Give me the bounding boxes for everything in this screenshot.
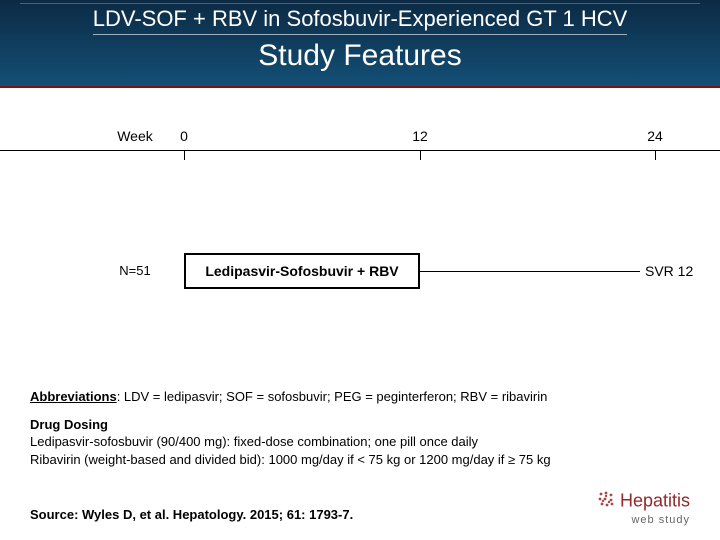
arm-followup-line <box>420 271 640 272</box>
header-divider <box>20 3 700 4</box>
logo-main: Hepatitis <box>596 489 690 514</box>
abbreviations-line: Abbreviations: LDV = ledipasvir; SOF = s… <box>30 388 690 406</box>
timeline-axis <box>0 150 720 151</box>
slide: { "header": { "line1": "LDV-SOF + RBV in… <box>0 0 720 540</box>
notes-block: Abbreviations: LDV = ledipasvir; SOF = s… <box>30 388 690 478</box>
slide-header: LDV-SOF + RBV in Sofosbuvir-Experienced … <box>0 0 720 88</box>
abbrev-heading: Abbreviations <box>30 389 117 404</box>
tick-mark <box>420 150 421 160</box>
dosing-line-2: Ribavirin (weight-based and divided bid)… <box>30 452 551 467</box>
title-line-1: LDV-SOF + RBV in Sofosbuvir-Experienced … <box>93 6 628 35</box>
source-citation: Source: Wyles D, et al. Hepatology. 2015… <box>30 507 690 522</box>
tick-label: 12 <box>400 128 440 144</box>
dosing-heading: Drug Dosing <box>30 417 108 432</box>
logo-dots-icon <box>596 489 616 514</box>
tick-mark <box>655 150 656 160</box>
abbrev-body: : LDV = ledipasvir; SOF = sofosbuvir; PE… <box>117 389 548 404</box>
treatment-arm: N=51 Ledipasvir-Sofosbuvir + RBV SVR 12 <box>0 253 720 303</box>
footer: Source: Wyles D, et al. Hepatology. 2015… <box>30 507 690 522</box>
arm-box-label: Ledipasvir-Sofosbuvir + RBV <box>205 263 398 279</box>
dosing-line-1: Ledipasvir-sofosbuvir (90/400 mg): fixed… <box>30 434 478 449</box>
dosing-block: Drug Dosing Ledipasvir-sofosbuvir (90/40… <box>30 416 690 469</box>
svr-label: SVR 12 <box>645 263 693 279</box>
tick-label: 24 <box>635 128 675 144</box>
tick-mark <box>184 150 185 160</box>
logo-main-text: Hepatitis <box>620 490 690 510</box>
arm-box: Ledipasvir-Sofosbuvir + RBV <box>184 253 420 289</box>
logo: Hepatitis web study <box>596 489 690 526</box>
title-line-2: Study Features <box>0 39 720 73</box>
arm-n-label: N=51 <box>105 263 165 278</box>
logo-sub-text: web study <box>596 514 690 526</box>
slide-body: Week 0 12 24 N=51 Ledipasvir-Sofosbuvir + … <box>0 88 720 540</box>
week-axis-label: Week <box>105 128 165 144</box>
timeline: Week 0 12 24 <box>0 118 720 178</box>
tick-label: 0 <box>164 128 204 144</box>
